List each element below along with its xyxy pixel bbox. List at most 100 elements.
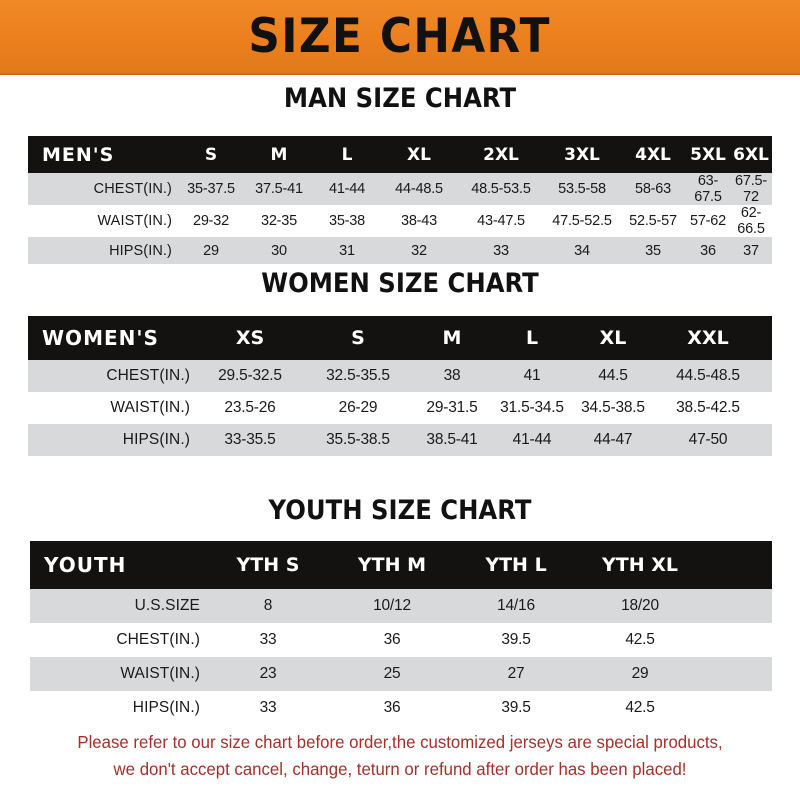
women-table-row-label: HIPS(IN.) — [122, 431, 190, 448]
women-table-row: WAIST(IN.) 23.5-26 26-29 29-31.5 31.5-34.5 34… — [28, 392, 772, 424]
youth-table-row-label: HIPS(IN.) — [132, 699, 200, 716]
man-table-column-header: XL — [407, 144, 431, 165]
man-table-cell: 43-47.5 — [477, 213, 525, 229]
women-table-cell: 38 — [443, 367, 461, 384]
footer-note-line-2: we don't accept cancel, change, teturn o… — [113, 759, 687, 779]
women-table-cell — [762, 392, 772, 424]
man-table-corner-label: MEN'S — [42, 143, 115, 166]
youth-table-cell — [702, 589, 772, 623]
man-table-body: MEN'S S M L XL 2XL 3XL 4XL 5XL 6XL CHEST(IN.) 35-37… — [28, 136, 772, 264]
youth-table-cell: 27 — [507, 665, 525, 682]
youth-table-cell — [702, 623, 772, 657]
man-table-column-header: M — [270, 144, 288, 165]
youth-table-cell: 36 — [383, 699, 401, 716]
women-table-cell: 23.5-26 — [224, 399, 276, 416]
man-table-cell: 57-62 — [689, 213, 727, 229]
man-table-cell: 31 — [339, 242, 355, 259]
youth-section-title: YOUTH SIZE CHART — [268, 495, 532, 526]
man-table-cell: 38-43 — [400, 213, 438, 229]
women-table-cell: 29.5-32.5 — [218, 367, 282, 384]
youth-table-cell: 33 — [259, 699, 277, 716]
women-table-row: CHEST(IN.) 29.5-32.5 32.5-35.5 38 41 44.5 44.5… — [28, 360, 772, 392]
youth-table-row: HIPS(IN.) 33 36 39.5 42.5 — [30, 691, 772, 725]
youth-table-body: YOUTH YTH S YTH M YTH L YTH XL U.S.SIZE 8 10/12… — [30, 541, 772, 725]
youth-table-cell: 10/12 — [373, 597, 411, 614]
youth-table-cell: 42.5 — [625, 699, 655, 716]
women-table-column-header: S — [351, 327, 365, 349]
man-table-row: HIPS(IN.) 29 30 31 32 33 34 35 36 37 — [28, 237, 772, 264]
youth-table-cell: 18/20 — [621, 597, 659, 614]
women-table-cell — [762, 360, 772, 392]
women-table-cell: 44-47 — [593, 431, 633, 448]
women-table-column-header: M — [442, 327, 462, 349]
man-table-cell: 58-63 — [634, 181, 672, 197]
man-table-cell: 29-32 — [192, 213, 230, 229]
women-table-cell: 33-35.5 — [224, 431, 276, 448]
women-table-cell: 35.5-38.5 — [326, 431, 390, 448]
youth-table-cell: 33 — [259, 631, 277, 648]
youth-table-column-header: YTH S — [236, 554, 300, 576]
youth-table-cell: 42.5 — [625, 631, 655, 648]
youth-table-cell: 36 — [383, 631, 401, 648]
women-table-cell: 41-44 — [512, 431, 552, 448]
man-table-cell: 37.5-41 — [255, 181, 303, 197]
man-size-table: MEN'S S M L XL 2XL 3XL 4XL 5XL 6XL CHEST(IN.) 35-37… — [28, 136, 772, 264]
man-table-column-header: 4XL — [635, 144, 671, 165]
women-table-column-header: L — [525, 327, 539, 349]
youth-table-row-label: U.S.SIZE — [134, 597, 200, 614]
man-table-cell: 52.5-57 — [629, 213, 677, 229]
women-size-table: WOMEN'S XS S M L XL XXL CHEST(IN.) 29.5-32.5 32.5… — [28, 316, 772, 456]
man-table-cell: 33 — [493, 242, 509, 259]
youth-size-table: YOUTH YTH S YTH M YTH L YTH XL U.S.SIZE 8 10/12… — [30, 541, 772, 725]
women-table-column-header: XS — [235, 327, 265, 349]
man-table-cell: 35-37.5 — [187, 181, 235, 197]
youth-table-row: U.S.SIZE 8 10/12 14/16 18/20 — [30, 589, 772, 623]
women-table-row-label: CHEST(IN.) — [106, 367, 190, 384]
man-table-row: CHEST(IN.) 35-37.5 37.5-41 41-44 44-48.5 48.5… — [28, 173, 772, 205]
man-table-cell: 48.5-53.5 — [471, 181, 531, 197]
youth-table-row: WAIST(IN.) 23 25 27 29 — [30, 657, 772, 691]
man-table-cell: 32-35 — [260, 213, 298, 229]
man-section-title: MAN SIZE CHART — [283, 83, 517, 114]
man-table-row-label: WAIST(IN.) — [97, 213, 172, 229]
banner-title: SIZE CHART — [248, 9, 552, 64]
women-table-cell: 41 — [523, 367, 541, 384]
man-table-header-row: MEN'S S M L XL 2XL 3XL 4XL 5XL 6XL — [28, 136, 772, 173]
youth-table-column-header: YTH L — [485, 554, 547, 576]
women-table-cell: 32.5-35.5 — [326, 367, 390, 384]
youth-table-column-header: YTH M — [357, 554, 427, 576]
women-table-body: WOMEN'S XS S M L XL XXL CHEST(IN.) 29.5-32.5 32.5… — [28, 316, 772, 456]
women-table-cell: 38.5-41 — [426, 431, 478, 448]
women-table-cell: 26-29 — [338, 399, 378, 416]
man-table-cell: 63-67.5 — [694, 173, 722, 205]
youth-table-cell: 25 — [383, 665, 401, 682]
women-table-row-label: WAIST(IN.) — [110, 399, 190, 416]
women-table-cell: 31.5-34.5 — [500, 399, 564, 416]
women-table-corner-label: WOMEN'S — [42, 326, 159, 350]
man-table-cell: 32 — [411, 242, 427, 259]
man-table-column-header: 5XL — [690, 144, 726, 165]
women-table-column-header — [762, 316, 772, 360]
women-table-cell: 38.5-42.5 — [676, 399, 740, 416]
women-table-cell: 44.5-48.5 — [676, 367, 740, 384]
youth-table-column-header: YTH XL — [602, 554, 678, 576]
man-table-cell: 29 — [203, 242, 219, 259]
youth-table-corner-label: YOUTH — [44, 553, 127, 577]
footer-note-line-1: Please refer to our size chart before or… — [77, 732, 723, 752]
youth-table-cell: 39.5 — [501, 631, 531, 648]
man-table-column-header: S — [204, 144, 218, 165]
man-table-row-label: HIPS(IN.) — [109, 242, 172, 259]
youth-table-cell — [702, 657, 772, 691]
man-table-cell: 34 — [574, 242, 590, 259]
youth-table-cell: 8 — [263, 597, 273, 614]
women-table-header-row: WOMEN'S XS S M L XL XXL — [28, 316, 772, 360]
man-table-cell: 35 — [645, 242, 661, 259]
man-table-cell: 44-48.5 — [395, 181, 443, 197]
youth-table-header-row: YOUTH YTH S YTH M YTH L YTH XL — [30, 541, 772, 589]
women-table-cell: 44.5 — [598, 367, 628, 384]
women-table-cell: 29-31.5 — [426, 399, 478, 416]
man-table-cell: 67.5-72 — [734, 173, 768, 205]
women-table-row: HIPS(IN.) 33-35.5 35.5-38.5 38.5-41 41-44 44-… — [28, 424, 772, 456]
banner: SIZE CHART — [0, 0, 800, 75]
man-table-column-header: 6XL — [733, 144, 769, 165]
